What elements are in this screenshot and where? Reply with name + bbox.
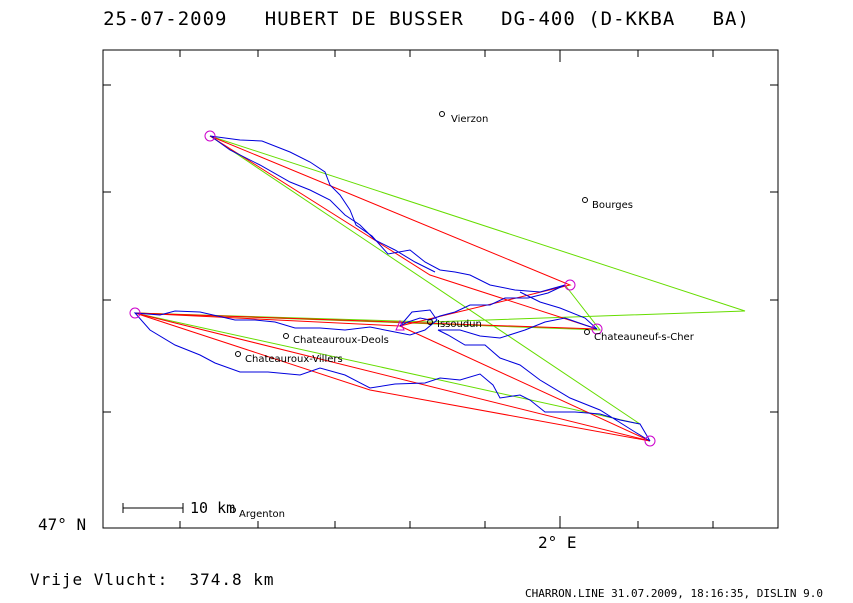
- town-chateauroux-deols: Chateauroux-Deols: [283, 333, 389, 346]
- svg-text:Chateauneuf-s-Cher: Chateauneuf-s-Cher: [594, 332, 695, 343]
- svg-text:Argenton: Argenton: [239, 509, 285, 520]
- distance-label: Vrije Vlucht: 374.8 km: [30, 570, 275, 589]
- turnpoint-5: [644, 435, 656, 447]
- turnpoint-3: [129, 307, 141, 319]
- task-route-2: [134, 135, 598, 330]
- svg-text:Chateauroux-Villers: Chateauroux-Villers: [245, 354, 343, 365]
- svg-text:Issoudun: Issoudun: [437, 319, 482, 330]
- optimized-route: [134, 135, 746, 425]
- latitude-label: 47° N: [38, 515, 87, 534]
- map-frame: [102, 49, 779, 529]
- town-vierzon: Vierzon: [439, 111, 488, 125]
- task-route: [134, 135, 651, 442]
- turnpoints: [129, 130, 656, 447]
- town-argenton: Argenton: [230, 507, 285, 520]
- svg-text:Chateauroux-Deols: Chateauroux-Deols: [293, 335, 389, 346]
- turnpoint-start: [204, 130, 216, 142]
- scale-bar: [122, 503, 184, 513]
- town-chateauneuf: Chateauneuf-s-Cher: [584, 329, 695, 343]
- axis-ticks: [103, 50, 778, 528]
- flight-title: 25-07-2009 HUBERT DE BUSSER DG-400 (D-KK…: [103, 8, 750, 30]
- turnpoint-4: [591, 323, 603, 335]
- task-route-3: [134, 312, 651, 442]
- towns: Vierzon Bourges Issoudun Chateauneuf-s-C…: [230, 111, 695, 520]
- flight-track: [133, 135, 651, 442]
- longitude-label: 2° E: [538, 533, 577, 552]
- turnpoint-2: [564, 279, 576, 291]
- scale-label: 10 km: [190, 499, 236, 517]
- turnpoint-finish: [395, 319, 405, 331]
- svg-text:Vierzon: Vierzon: [451, 114, 488, 125]
- town-bourges: Bourges: [582, 197, 633, 211]
- svg-text:Bourges: Bourges: [592, 200, 633, 211]
- footer-info: CHARRON.LINE 31.07.2009, 18:16:35, DISLI…: [524, 587, 823, 600]
- town-issoudun: Issoudun: [427, 319, 482, 330]
- flight-track-2: [438, 291, 598, 339]
- flight-track-3: [211, 136, 436, 273]
- town-chateauroux-villers: Chateauroux-Villers: [235, 351, 343, 365]
